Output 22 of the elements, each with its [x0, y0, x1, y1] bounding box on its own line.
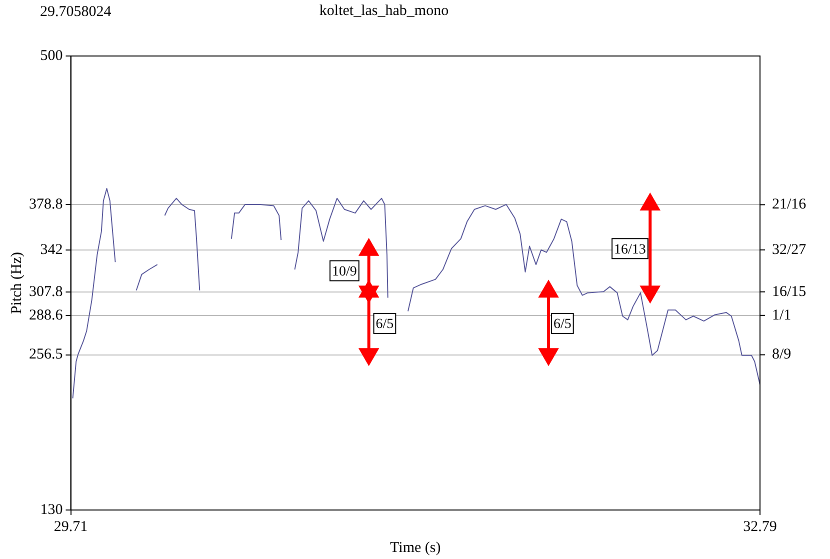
- y-tick-label: 307.8: [29, 284, 63, 300]
- x-axis-title: Time (s): [390, 540, 441, 556]
- text: 29.7058024: [40, 4, 112, 20]
- y-tick-label: 130: [40, 502, 63, 518]
- x-tick-label: 32.79: [743, 518, 777, 535]
- y-tick-label: 378.8: [29, 196, 63, 213]
- annotation: 6/5: [553, 317, 572, 332]
- text: 21/16: [772, 196, 807, 213]
- y-tick-label: 342: [40, 242, 63, 258]
- annotation: 6/5: [376, 317, 394, 332]
- annotation: 10/9: [332, 264, 357, 280]
- chart-title: koltet_las_hab_mono: [319, 2, 449, 19]
- x-tick-label: 29.71: [54, 518, 88, 535]
- annotation: 16/13: [614, 242, 646, 258]
- y-tick-label: 500: [40, 48, 63, 64]
- text: 1/1: [772, 307, 792, 324]
- text: 8/9: [772, 346, 792, 363]
- y-tick-label: 256.5: [29, 346, 63, 363]
- y-axis-title: Pitch (Hz): [8, 252, 25, 314]
- text: 16/15: [772, 284, 806, 300]
- y-tick-label: 288.6: [29, 307, 64, 324]
- text: 32/27: [772, 242, 807, 258]
